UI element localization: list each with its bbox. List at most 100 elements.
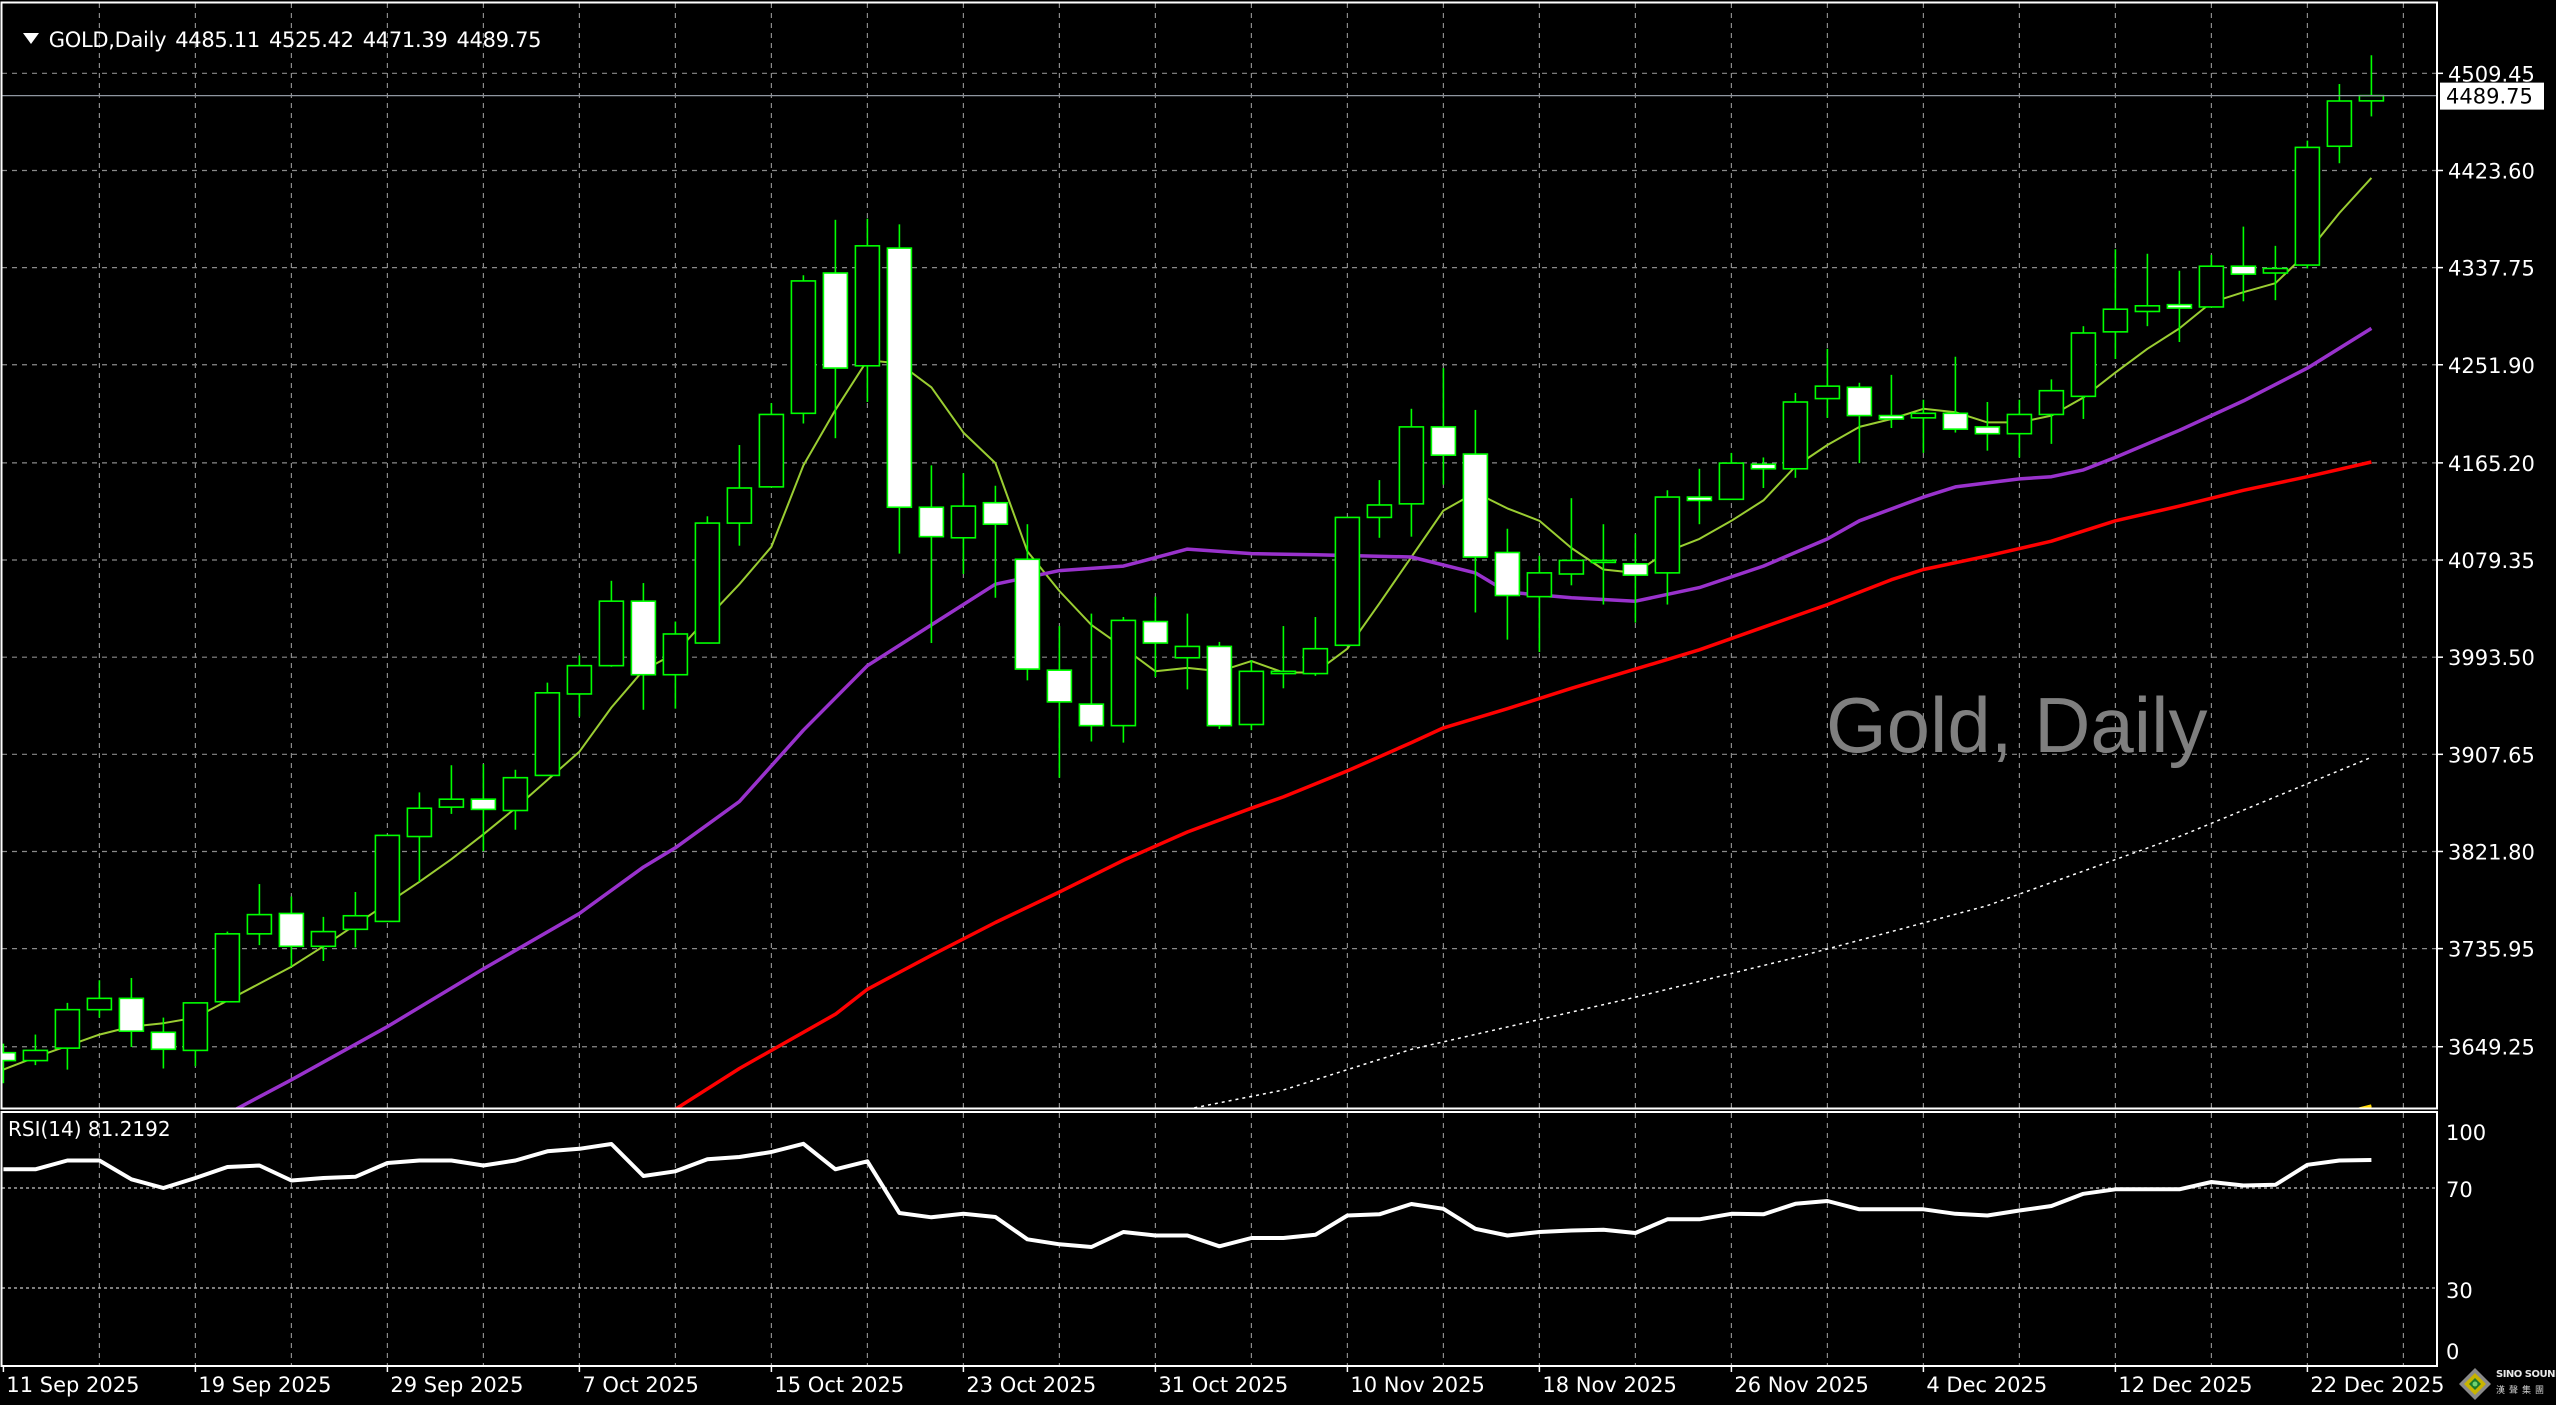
- high-value: 4525.42: [269, 28, 354, 52]
- triangle-down-icon[interactable]: [22, 33, 39, 44]
- date-tick-label: 26 Nov 2025: [1734, 1373, 1869, 1397]
- candle-body: [1046, 669, 1073, 703]
- candle-body: [1846, 386, 1873, 417]
- low-value: 4471.39: [362, 28, 448, 52]
- candle-body: [598, 600, 625, 667]
- candle-body: [1974, 426, 2001, 435]
- price-tick-label: 3907.65: [2448, 743, 2535, 767]
- candle-body: [726, 487, 753, 524]
- bearish-candle: [982, 485, 1009, 598]
- candle-body: [1750, 463, 1777, 470]
- candle-body: [342, 914, 369, 931]
- bullish-candle: [1590, 524, 1617, 605]
- candle-body: [86, 997, 113, 1011]
- bullish-candle: [86, 980, 113, 1018]
- bearish-candle: [150, 1017, 177, 1069]
- candle-body: [1654, 496, 1681, 574]
- bearish-candle: [1750, 457, 1777, 489]
- candle-body: [2294, 146, 2321, 266]
- candle-body: [2262, 267, 2289, 274]
- bullish-candle: [342, 891, 369, 948]
- rsi-tick-label: 30: [2446, 1279, 2473, 1303]
- candle-body: [1814, 385, 1841, 400]
- candle-body: [1014, 558, 1041, 670]
- candle-body: [502, 776, 529, 812]
- date-tick-label: 22 Dec 2025: [2310, 1373, 2444, 1397]
- moving-average-line-ma-slow: [674, 460, 2372, 1108]
- candle-body: [1270, 670, 1297, 675]
- bullish-candle: [246, 884, 273, 946]
- candle-body: [2134, 305, 2161, 313]
- bullish-candle: [438, 765, 465, 814]
- bearish-candle: [1878, 374, 1905, 429]
- rsi-tick-label: 0: [2446, 1340, 2459, 1364]
- candle-body: [1142, 620, 1169, 644]
- bearish-candle: [1462, 409, 1489, 613]
- bullish-candle: [534, 682, 561, 777]
- candle-body: [310, 930, 337, 948]
- candle-body: [2038, 389, 2065, 416]
- candle-body: [854, 245, 881, 367]
- candle-body: [2198, 265, 2225, 308]
- rsi-indicator-label: RSI(14) 81.2192: [8, 1117, 171, 1141]
- price-tick-label: 3735.95: [2448, 938, 2535, 962]
- candle-body: [1910, 412, 1937, 419]
- current-price-tag: 4489.75: [2440, 82, 2544, 110]
- bullish-candle: [1110, 617, 1137, 743]
- bullish-candle: [374, 834, 401, 923]
- candle-body: [886, 247, 913, 509]
- price-tick-label: 4337.75: [2448, 257, 2535, 281]
- bullish-candle: [2198, 254, 2225, 308]
- candle-body: [630, 600, 657, 676]
- moving-average-line-ma-mid: [234, 326, 2373, 1108]
- date-tick-label: 12 Dec 2025: [2118, 1373, 2252, 1397]
- bearish-candle: [470, 764, 497, 852]
- price-tick-label: 4251.90: [2448, 354, 2535, 378]
- rsi-tick-label: 70: [2446, 1178, 2473, 1202]
- bearish-candle: [1494, 528, 1521, 640]
- bullish-candle: [1558, 498, 1585, 586]
- date-tick-label: 19 Sep 2025: [198, 1373, 331, 1397]
- candle-body: [22, 1049, 49, 1062]
- price-tick-label: 3821.80: [2448, 840, 2535, 864]
- candle-body: [406, 807, 433, 838]
- price-tick-label: 3993.50: [2448, 646, 2535, 670]
- candle-body: [2102, 308, 2129, 333]
- bearish-candle: [886, 224, 913, 554]
- bearish-candle: [822, 219, 849, 439]
- bearish-candle: [1942, 356, 1969, 433]
- candle-body: [1494, 551, 1521, 597]
- candle-body: [1366, 504, 1393, 519]
- bullish-candle: [1334, 516, 1361, 647]
- candle-body: [822, 272, 849, 369]
- bearish-candle: [278, 896, 305, 967]
- rsi-pane-frame: [0, 1111, 2438, 1367]
- bullish-candle: [1302, 617, 1329, 676]
- bullish-candle: [2262, 245, 2289, 301]
- bullish-candle: [2294, 140, 2321, 269]
- bearish-candle: [1206, 641, 1233, 730]
- candle-body: [2358, 94, 2385, 102]
- candle-body: [150, 1031, 177, 1051]
- bearish-candle: [630, 583, 657, 710]
- price-tick-label: 4423.60: [2448, 159, 2535, 183]
- candle-body: [790, 280, 817, 415]
- bullish-candle: [790, 275, 817, 424]
- candle-body: [2, 1051, 17, 1062]
- candle-body: [950, 505, 977, 539]
- bullish-candle: [726, 445, 753, 546]
- candle-body: [1334, 516, 1361, 647]
- bullish-candle: [1814, 348, 1841, 418]
- bearish-candle: [118, 977, 145, 1048]
- bullish-candle: [758, 403, 785, 488]
- rsi-pane: [3, 1141, 2372, 1249]
- date-tick-label: 31 Oct 2025: [1158, 1373, 1288, 1397]
- candle-body: [438, 798, 465, 808]
- bullish-candle: [662, 621, 689, 709]
- bearish-candle: [1430, 368, 1457, 485]
- candle-body: [982, 501, 1009, 526]
- rsi-line: [3, 1141, 2372, 1249]
- bullish-candle: [2038, 379, 2065, 444]
- candle-body: [214, 933, 241, 1003]
